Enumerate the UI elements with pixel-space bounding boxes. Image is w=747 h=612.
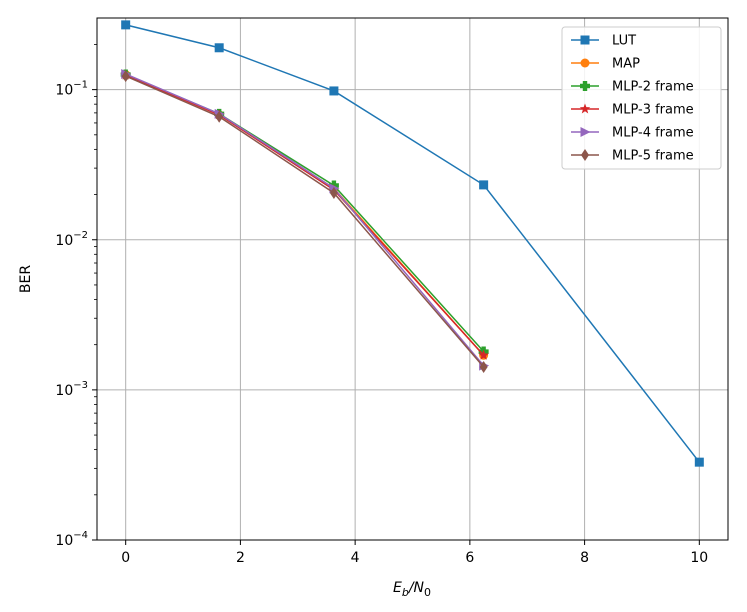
legend-label: MLP-3 frame (612, 103, 694, 118)
x-tick-label: 0 (121, 550, 130, 566)
legend-entry: MLP-2 frame (571, 80, 694, 95)
legend-entry: MLP-3 frame (571, 103, 694, 118)
series-mlp-3-frame (120, 69, 489, 360)
series-lut (121, 20, 704, 467)
y-axis-label: BER (18, 265, 34, 293)
tick-layer: 0 2 4 6 8 10 10−1 10−2 10−3 10−4 (55, 44, 708, 566)
data-point (478, 349, 489, 360)
y-tick-label: 10−4 (55, 530, 88, 549)
legend-entry: MLP-5 frame (571, 149, 694, 164)
legend-entry: LUT (571, 34, 636, 49)
data-point (329, 86, 339, 96)
data-point (479, 361, 488, 374)
x-tick-label: 10 (690, 550, 708, 566)
data-point (329, 186, 338, 199)
legend-label: MLP-5 frame (612, 149, 694, 164)
series-line (125, 75, 485, 368)
data-point (694, 457, 704, 467)
x-tick-label: 6 (465, 550, 474, 566)
y-tick-label: 10−2 (55, 230, 88, 249)
legend-entry: MAP (571, 57, 640, 72)
y-tick-label: 10−1 (55, 80, 88, 99)
data-point (579, 103, 591, 114)
legend-label: MLP-2 frame (612, 80, 694, 95)
x-tick-label: 4 (351, 550, 360, 566)
plot-frame (96, 17, 729, 541)
data-point (214, 43, 224, 53)
series-line (125, 73, 485, 367)
series-layer (120, 20, 704, 467)
series-line (125, 74, 485, 356)
series-map (121, 70, 489, 360)
data-point (121, 20, 131, 30)
series-mlp-4-frame (121, 69, 490, 371)
data-point (580, 35, 590, 45)
x-axis-label: Eb/N0 (393, 580, 431, 599)
data-point (581, 149, 589, 161)
series-mlp-5-frame (121, 70, 488, 374)
legend-label: MLP-4 frame (612, 126, 694, 141)
data-point (121, 70, 130, 83)
x-tick-label: 8 (580, 550, 589, 566)
legend-entry: MLP-4 frame (571, 126, 694, 141)
data-point (580, 127, 591, 137)
data-point (215, 110, 224, 123)
legend-label: MAP (612, 57, 640, 72)
legend: LUT MAP MLP-2 frame MLP-3 frame MLP-4 frame M… (561, 26, 722, 170)
data-point (580, 58, 590, 68)
series-mlp-2-frame (120, 69, 489, 357)
legend-frame (561, 26, 722, 170)
series-line (125, 73, 485, 356)
data-point (580, 81, 590, 91)
legend-label: LUT (612, 34, 636, 49)
series-line (125, 73, 485, 353)
data-point (479, 180, 489, 190)
y-tick-label: 10−3 (55, 380, 88, 399)
x-tick-label: 2 (236, 550, 245, 566)
